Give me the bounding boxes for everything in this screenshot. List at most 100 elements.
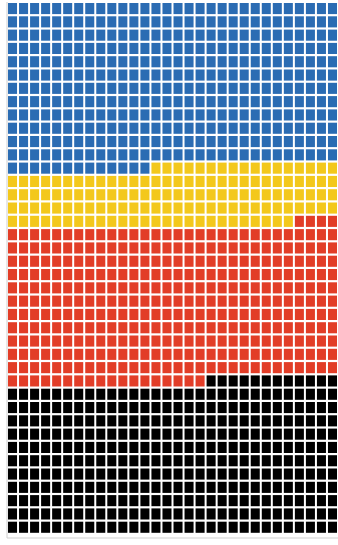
waffle-cell (184, 122, 194, 134)
waffle-cell (206, 42, 216, 54)
waffle-cell (8, 495, 18, 507)
waffle-cell (195, 348, 205, 360)
waffle-cell (8, 335, 18, 347)
waffle-cell (239, 3, 249, 15)
waffle-cell (74, 282, 84, 294)
waffle-cell (85, 136, 95, 148)
waffle-cell (195, 175, 205, 187)
waffle-cell (52, 42, 62, 54)
waffle-cell (195, 402, 205, 414)
waffle-cell (30, 308, 40, 320)
waffle-cell (327, 109, 337, 121)
waffle-cell (129, 295, 139, 307)
waffle-cell (228, 388, 238, 400)
waffle-cell (63, 441, 73, 453)
waffle-cell (8, 521, 18, 533)
waffle-cell (140, 16, 150, 28)
waffle-cell (217, 455, 227, 467)
waffle-cell (19, 415, 29, 427)
waffle-cell (41, 42, 51, 54)
waffle-cell (316, 3, 326, 15)
waffle-cell (162, 441, 172, 453)
waffle-cell (19, 109, 29, 121)
waffle-cell (217, 122, 227, 134)
waffle-cell (41, 136, 51, 148)
waffle-cell (63, 468, 73, 480)
waffle-cell (305, 402, 315, 414)
waffle-cell (173, 428, 183, 440)
waffle-cell (30, 269, 40, 281)
waffle-cell (217, 189, 227, 201)
waffle-cell (173, 189, 183, 201)
waffle-cell (151, 242, 161, 254)
waffle-cell (8, 415, 18, 427)
waffle-cell (173, 42, 183, 54)
waffle-cell (217, 136, 227, 148)
waffle-cell (74, 441, 84, 453)
waffle-cell (19, 96, 29, 108)
waffle-cell (107, 428, 117, 440)
waffle-cell (327, 495, 337, 507)
waffle-cell (151, 56, 161, 68)
waffle-cell (96, 308, 106, 320)
waffle-cell (173, 441, 183, 453)
waffle-cell (85, 109, 95, 121)
waffle-cell (173, 322, 183, 334)
waffle-cell (52, 308, 62, 320)
waffle-cell (74, 521, 84, 533)
waffle-cell (96, 521, 106, 533)
waffle-cell (173, 521, 183, 533)
waffle-cell (96, 348, 106, 360)
waffle-cell (294, 388, 304, 400)
waffle-cell (129, 255, 139, 267)
waffle-cell (96, 229, 106, 241)
waffle-cell (305, 82, 315, 94)
waffle-cell (184, 82, 194, 94)
waffle-cell (140, 402, 150, 414)
waffle-cell (294, 508, 304, 520)
waffle-cell (140, 229, 150, 241)
waffle-cell (41, 29, 51, 41)
waffle-cell (261, 96, 271, 108)
waffle-cell (85, 29, 95, 41)
waffle-cell (283, 521, 293, 533)
waffle-cell (140, 362, 150, 374)
waffle-cell (41, 122, 51, 134)
waffle-cell (19, 468, 29, 480)
waffle-cell (41, 441, 51, 453)
waffle-cell (283, 362, 293, 374)
waffle-cell (52, 16, 62, 28)
waffle-cell (239, 162, 249, 174)
waffle-cell (316, 441, 326, 453)
waffle-cell (41, 269, 51, 281)
waffle-cell (305, 56, 315, 68)
waffle-cell (140, 215, 150, 227)
waffle-cell (195, 508, 205, 520)
waffle-cell (85, 255, 95, 267)
waffle-cell (30, 415, 40, 427)
waffle-cell (283, 56, 293, 68)
waffle-cell (96, 495, 106, 507)
waffle-cell (19, 242, 29, 254)
waffle-cell (316, 69, 326, 81)
waffle-cell (129, 202, 139, 214)
waffle-cell (107, 122, 117, 134)
waffle-cell (228, 508, 238, 520)
waffle-cell (195, 322, 205, 334)
waffle-cell (239, 308, 249, 320)
waffle-cell (30, 175, 40, 187)
waffle-cell (96, 335, 106, 347)
waffle-cell (19, 521, 29, 533)
waffle-cell (173, 215, 183, 227)
waffle-cell (96, 255, 106, 267)
waffle-cell (8, 56, 18, 68)
waffle-cell (8, 29, 18, 41)
waffle-cell (63, 242, 73, 254)
waffle-cell (305, 521, 315, 533)
waffle-cell (228, 109, 238, 121)
waffle-cell (316, 481, 326, 493)
waffle-cell (250, 242, 260, 254)
waffle-cell (184, 348, 194, 360)
waffle-cell (206, 508, 216, 520)
waffle-cell (85, 229, 95, 241)
